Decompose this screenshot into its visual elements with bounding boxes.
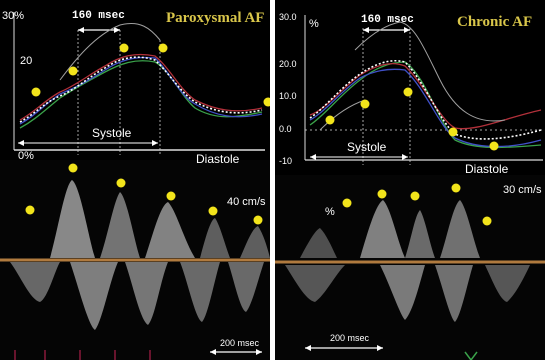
left-strain-plot-bg [0, 0, 270, 160]
left-velocity-scale: 40 cm/s [227, 196, 266, 208]
right-doppler-neg-1 [285, 265, 345, 302]
right-doppler-marker-4 [451, 183, 461, 193]
right-figure-svg [275, 0, 545, 360]
right-doppler-marker-2 [377, 189, 387, 199]
left-doppler-marker-6 [253, 215, 263, 225]
right-percent-label: % [309, 18, 319, 30]
right-time-arrowhead-l [305, 345, 311, 351]
left-time-arrowhead-l [210, 349, 216, 355]
right-interval-arrowhead-r [404, 27, 410, 33]
right-strain-marker-4 [448, 127, 458, 137]
left-systole-label: Systole [92, 126, 132, 140]
right-systole-arrowhead-l [310, 154, 316, 160]
left-interval-arrowhead-r [114, 27, 120, 33]
left-curve-gray [59, 23, 161, 81]
left-strain-marker-2 [68, 66, 78, 76]
left-curve-red [19, 53, 263, 121]
right-y-tick-30: 30.0 [279, 12, 297, 22]
right-y-tick-0: 0.0 [279, 124, 292, 134]
right-doppler-wave-2 [360, 200, 405, 258]
right-title: Chronic AF [457, 14, 533, 30]
right-strain-marker-2 [360, 99, 370, 109]
left-figure-svg [0, 0, 270, 360]
right-doppler-wave-1 [300, 228, 337, 258]
left-y-bottom-label: 0% [18, 150, 34, 162]
right-doppler-wave-4 [440, 200, 480, 258]
left-time-scale: 200 msec [220, 338, 260, 348]
left-time-arrowhead-r [256, 349, 262, 355]
left-doppler-wave-1 [50, 180, 95, 258]
left-doppler-marker-2 [68, 163, 78, 173]
right-interval-arrowhead-l [363, 27, 369, 33]
right-doppler-neg-3 [435, 265, 473, 322]
left-doppler-neg-5 [228, 262, 264, 312]
left-y-top-label: 30% [2, 10, 25, 22]
left-interval-label: 160 msec [72, 10, 125, 22]
right-doppler-marker-5 [482, 216, 492, 226]
chronic-af-panel: 30.0 20.0 10.0 0.0 -10 % % 160 msec Chro… [275, 0, 545, 360]
left-doppler-wave-5 [240, 226, 270, 258]
left-doppler-marker-5 [208, 206, 218, 216]
left-curve-green [19, 60, 263, 129]
right-doppler-wave-3 [405, 210, 435, 258]
right-doppler-marker-1 [342, 198, 352, 208]
right-time-scale: 200 msec [330, 333, 370, 343]
right-time-arrowhead-r [377, 345, 383, 351]
right-curve-gray [354, 21, 506, 122]
right-curve-blue [309, 68, 542, 148]
left-diastole-label: Diastole [196, 152, 240, 166]
left-strain-marker-4 [158, 43, 168, 53]
left-doppler-neg-1 [10, 262, 60, 302]
right-y-tick-20: 20.0 [279, 59, 297, 69]
right-curve-red [309, 62, 542, 130]
right-interval-label: 160 msec [361, 14, 414, 26]
left-curve-blue [19, 56, 263, 125]
right-y-tick-neg10: -10 [279, 156, 293, 166]
right-doppler-marker-3 [410, 191, 420, 201]
left-doppler-wave-3 [145, 202, 195, 258]
left-doppler-neg-3 [125, 262, 168, 325]
left-interval-arrowhead-l [78, 27, 84, 33]
left-doppler-marker-1 [25, 205, 35, 215]
right-percent-label-2: % [325, 206, 335, 218]
paroxysmal-af-panel: 30% 20 0% 160 msec Paroxysmal AF Systole… [0, 0, 270, 360]
right-curve-green [309, 61, 542, 149]
right-diastole-label: Diastole [465, 162, 509, 176]
left-systole-arrowhead-r [152, 140, 158, 146]
right-strain-marker-1 [325, 115, 335, 125]
right-y-tick-10: 10.0 [279, 91, 297, 101]
right-systole-arrowhead-r [402, 154, 408, 160]
right-doppler-neg-4 [485, 265, 530, 302]
right-strain-marker-5 [489, 141, 499, 151]
right-curve-gray-2 [319, 99, 366, 131]
left-doppler-wave-2 [100, 192, 140, 258]
left-doppler-wave-4 [200, 218, 230, 258]
right-systole-label: Systole [347, 140, 387, 154]
right-green-marker [464, 351, 478, 360]
left-systole-arrowhead [18, 140, 24, 146]
left-strain-marker-1 [31, 87, 41, 97]
right-doppler-neg-2 [380, 265, 425, 320]
left-title: Paroxysmal AF [166, 10, 265, 26]
right-velocity-scale: 30 cm/s [503, 184, 542, 196]
left-doppler-neg-4 [180, 262, 220, 322]
left-doppler-marker-3 [116, 178, 126, 188]
left-strain-marker-5 [263, 97, 270, 107]
right-strain-marker-3 [403, 87, 413, 97]
left-curve-mean [19, 56, 263, 123]
left-doppler-neg-2 [70, 262, 118, 330]
left-strain-marker-3 [119, 43, 129, 53]
left-doppler-marker-4 [166, 191, 176, 201]
left-y-mid-label: 20 [20, 55, 33, 67]
